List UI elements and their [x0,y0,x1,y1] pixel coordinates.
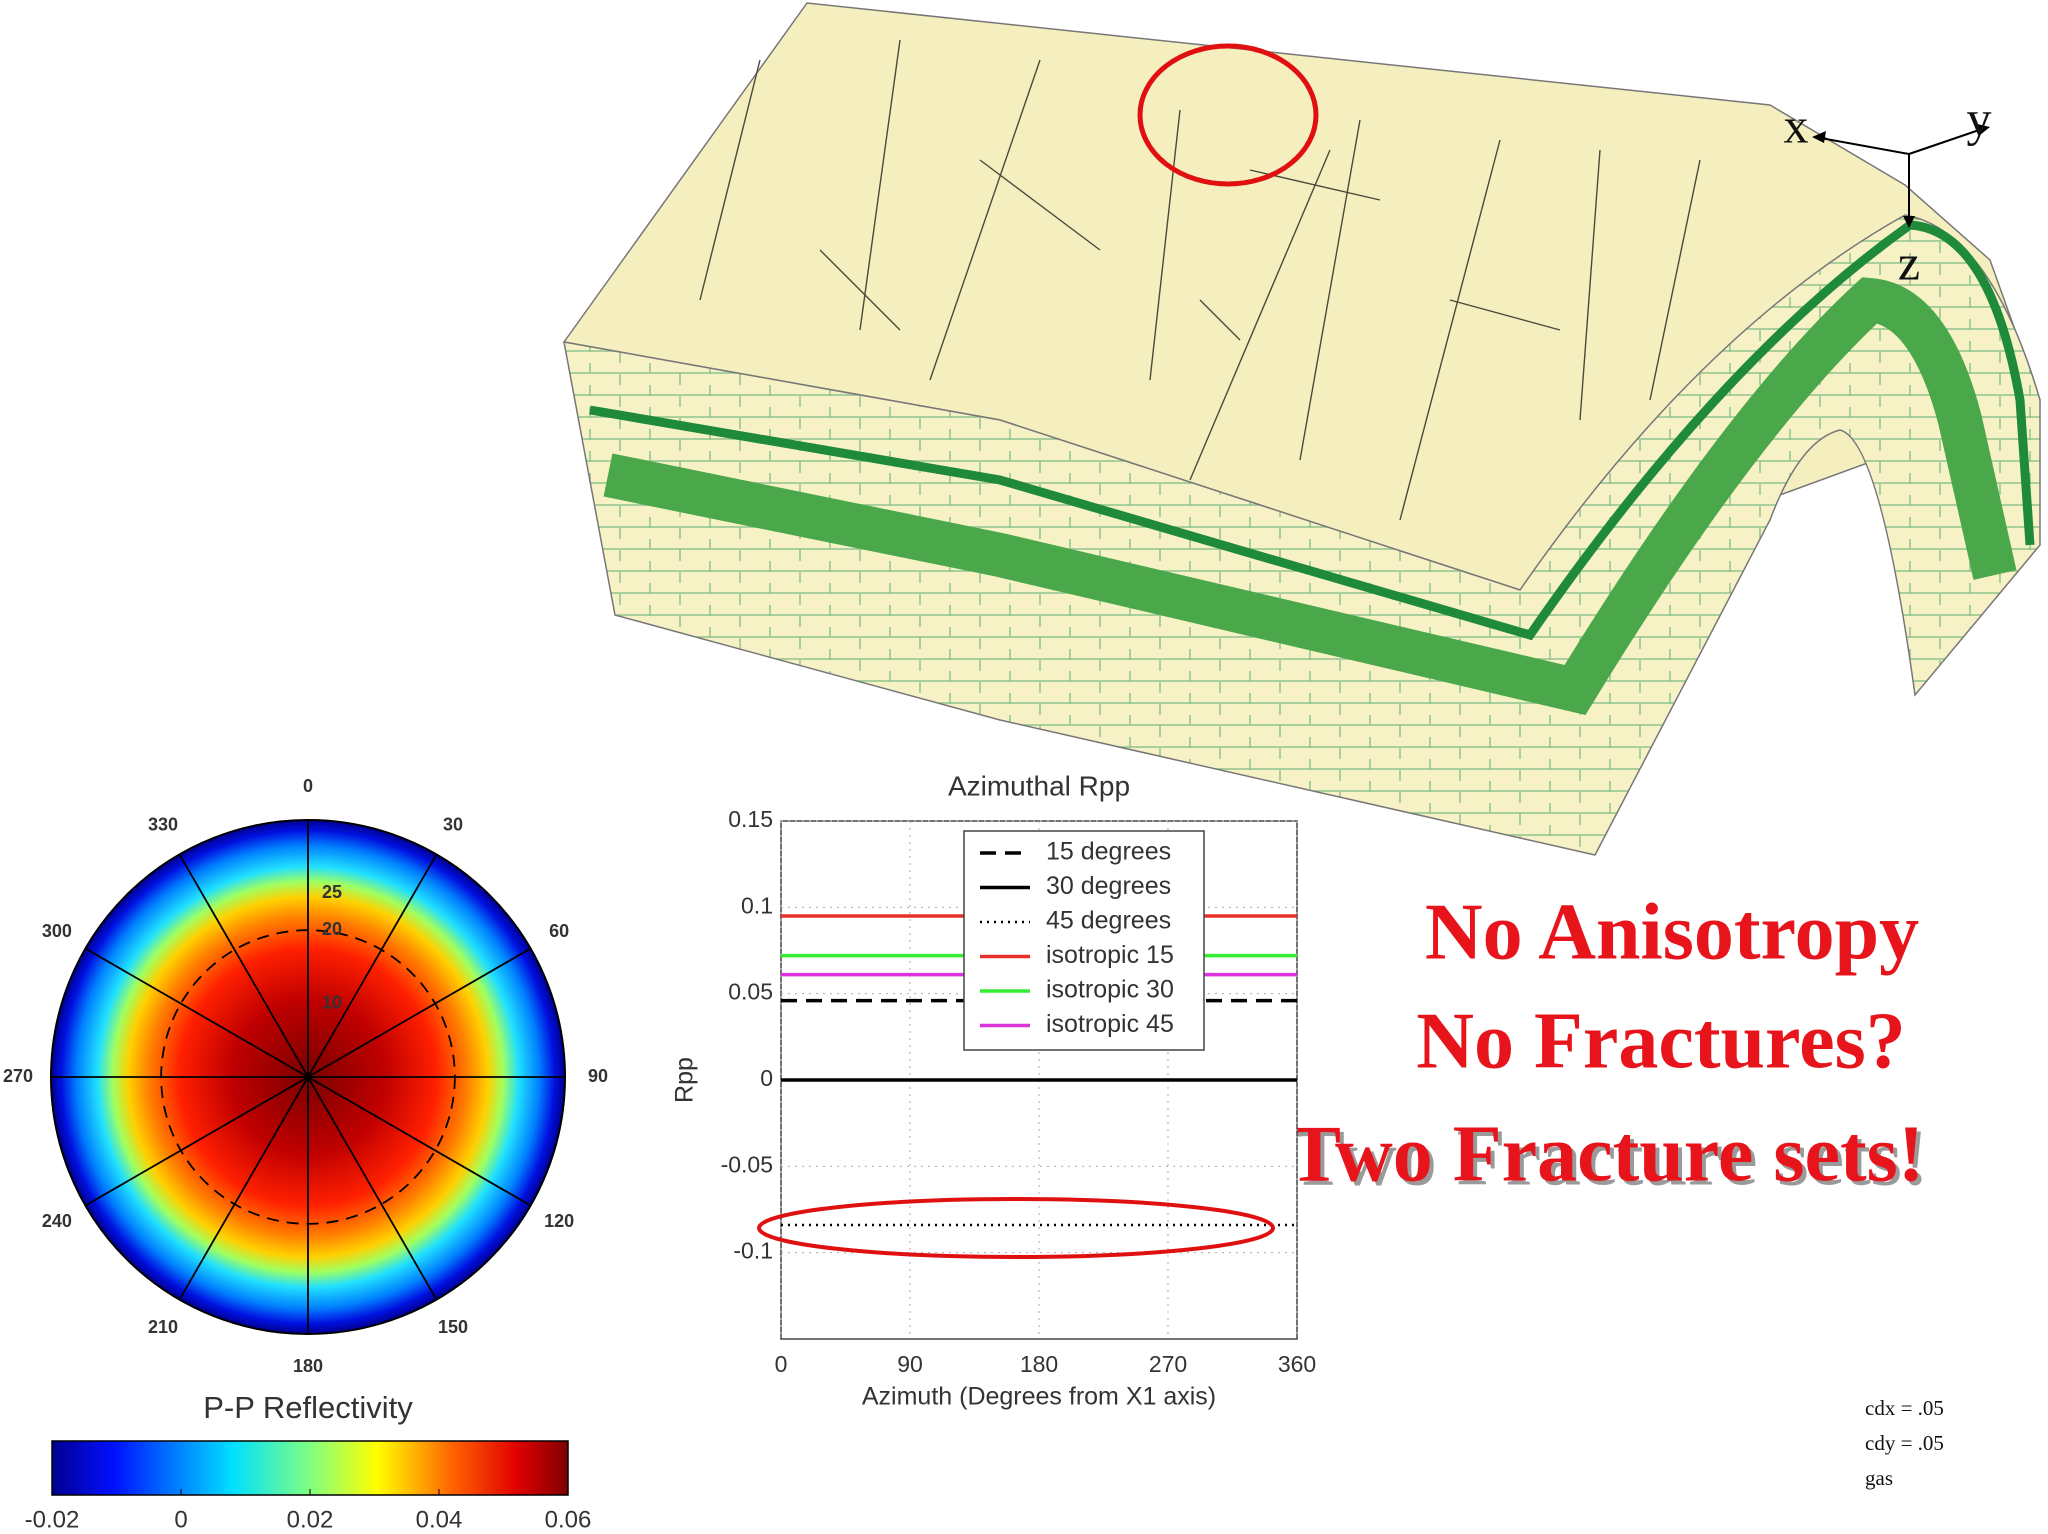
angle-label: 240 [42,1211,72,1231]
polar-spoke [178,1076,309,1301]
y-tick-label: 0 [760,1065,773,1091]
legend-label: 45 degrees [1046,907,1171,935]
front-face [563,214,2041,856]
y-tick-label: 0.1 [741,892,773,918]
x-tick-label: 360 [1278,1351,1316,1377]
angle-label: 150 [438,1317,468,1337]
note: cdy = .05 [1865,1431,1944,1455]
colorbar-tick-label: 0 [174,1506,187,1533]
x-tick-label: 180 [1020,1351,1058,1377]
fold-diagram: x y z [562,2,2041,856]
y-axis-label: Rpp [671,1057,699,1103]
highlight-ellipse [1137,43,1319,187]
angle-label: 90 [588,1066,608,1086]
green-horizon [589,220,2035,641]
green-layer [603,277,2017,716]
angle-label: 330 [148,815,178,835]
polar-spoke [307,1076,532,1207]
angle-label: 300 [42,921,72,941]
note: cdx = .05 [1865,1396,1944,1420]
colorbar-tick-label: -0.02 [25,1506,80,1533]
y-tick-label: 0.15 [728,806,773,832]
polar-spoke [307,947,532,1078]
y-tick-label: 0.05 [728,979,773,1005]
r-tick-label: 10 [322,992,342,1012]
highlight-ellipse [757,1197,1275,1259]
polar-xlabel: P-P Reflectivity [203,1390,413,1425]
note: gas [1865,1466,1893,1490]
ring [160,929,456,1225]
angle-label: 120 [544,1211,574,1231]
polar-spoke [307,1076,438,1301]
fracture-lines [699,39,1701,521]
annotation: No Anisotropy [1425,888,1919,976]
angle-label: 0 [303,776,313,796]
legend-label: isotropic 45 [1046,1010,1174,1038]
angle-label: 180 [293,1356,323,1376]
polar-spoke [307,853,438,1078]
legend-label: isotropic 30 [1046,976,1174,1004]
x-axis-label: Azimuth (Degrees from X1 axis) [862,1383,1216,1411]
angle-label: 210 [148,1317,178,1337]
legend-label: 30 degrees [1046,872,1171,900]
r-tick-label: 25 [322,882,342,902]
chart-title: Azimuthal Rpp [948,770,1130,801]
r-tick-label: 20 [322,919,342,939]
legend-box [963,830,1205,1051]
colorbar-tick-label: 0.04 [416,1506,463,1533]
axis-label-z: z [1898,234,1920,290]
angle-label: 30 [443,815,463,835]
polar-spoke [178,853,309,1078]
legend-label: isotropic 15 [1046,941,1174,969]
legend-label: 15 degrees [1046,838,1171,866]
colorbar-tick-label: 0.02 [287,1506,334,1533]
axis-label-x: x [1784,97,1809,153]
y-tick-label: -0.05 [721,1151,773,1177]
x-tick-label: 270 [1149,1351,1187,1377]
axis-arrows [1812,124,1990,228]
x-tick-label: 0 [775,1351,788,1377]
y-tick-label: -0.1 [733,1238,773,1264]
annotation-shadow: Two Fracture sets! [1292,1114,1929,1202]
colorbar [51,1440,569,1496]
x-tick-label: 90 [897,1351,923,1377]
polar-spoke [84,947,309,1078]
colorbar-tick-label: 0.06 [545,1506,592,1533]
annotation: Two Fracture sets! [1288,1110,1925,1198]
annotation: No Fractures? [1416,997,1906,1085]
angle-label: 270 [3,1066,33,1086]
polar-spoke [84,1076,309,1207]
angle-label: 60 [549,921,569,941]
axis-label-y: y [1967,90,1992,146]
